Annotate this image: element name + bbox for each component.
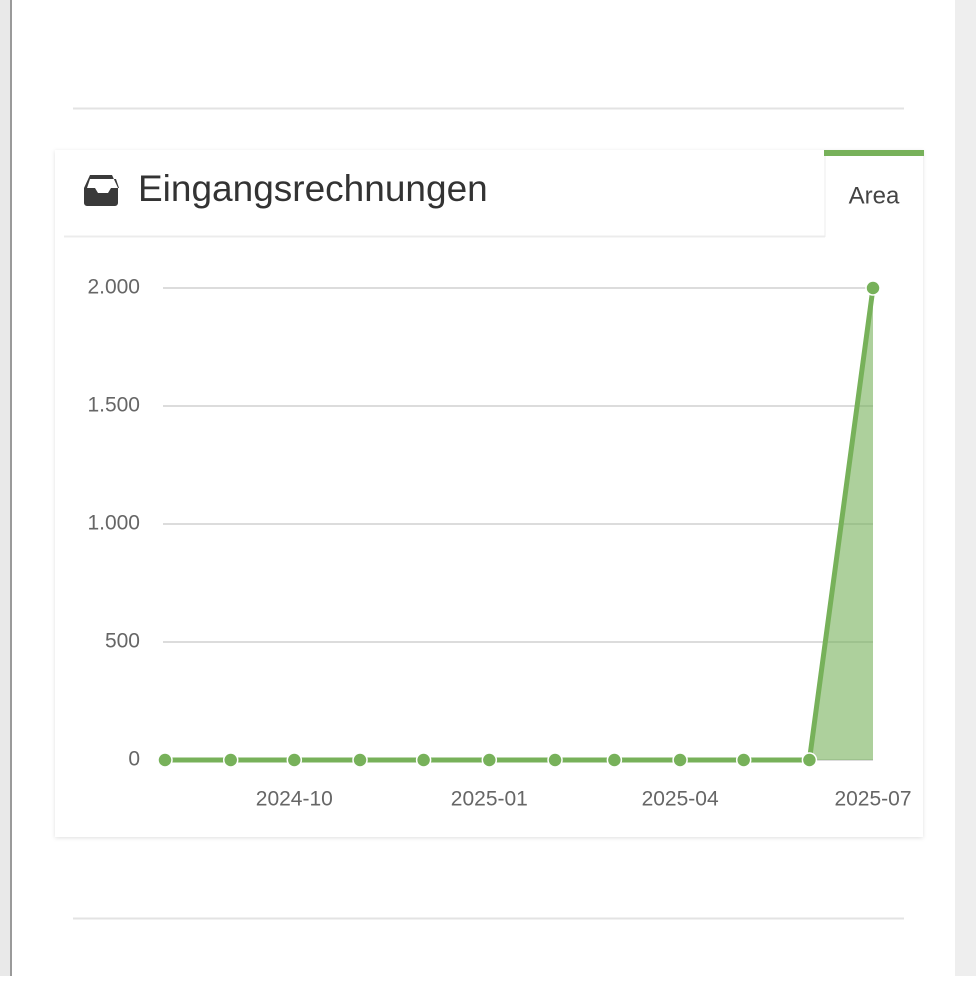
data-point [352, 752, 368, 768]
panel-title: Eingangsrechnungen [138, 168, 488, 209]
data-point [415, 752, 432, 768]
y-tick-label: 500 [105, 630, 140, 653]
data-point [547, 752, 563, 768]
left-gutter [0, 0, 10, 976]
x-tick-label: 2025-07 [834, 788, 911, 811]
tab-label[interactable]: Area [849, 182, 900, 209]
x-tick-label: 2025-04 [642, 788, 719, 811]
data-point [157, 752, 173, 768]
tab-indicator [824, 150, 924, 156]
right-gutter [955, 0, 976, 976]
data-point [735, 752, 752, 768]
data-point [606, 752, 623, 768]
data-point [481, 752, 498, 768]
x-tick-label: 2025-01 [451, 788, 528, 811]
y-tick-label: 2.000 [87, 276, 140, 299]
y-tick-label: 1.000 [87, 512, 140, 535]
card [55, 150, 923, 837]
left-border [10, 0, 12, 976]
data-point [286, 752, 303, 768]
plot: 0 500 1.000 1.500 2.000 2024-10 2025-01 2025-04… [87, 276, 911, 811]
inbox-icon [84, 175, 119, 206]
data-point [672, 752, 688, 768]
data-point [801, 752, 818, 768]
data-point [865, 280, 881, 296]
y-tick-label: 1.500 [87, 394, 140, 417]
area-line [165, 287, 876, 763]
data-point [222, 752, 239, 768]
y-tick-label: 0 [128, 748, 140, 771]
x-tick-label: 2024-10 [256, 788, 333, 811]
